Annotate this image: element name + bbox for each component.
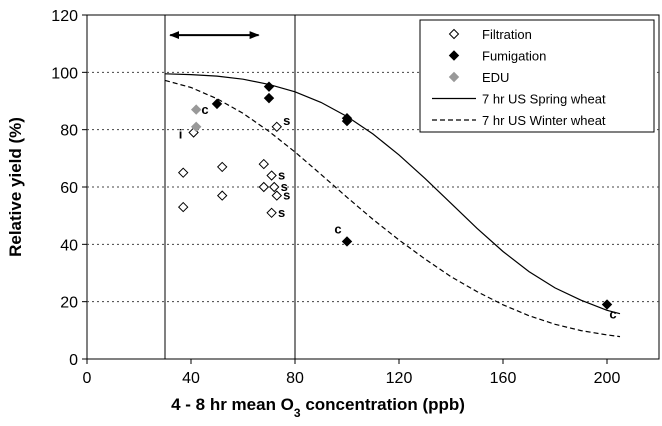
legend-label: 7 hr US Winter wheat — [482, 113, 606, 128]
y-tick-label: 40 — [60, 237, 78, 254]
point-annotation: c — [609, 307, 616, 322]
y-tick-label: 60 — [60, 180, 78, 197]
y-tick-label: 20 — [60, 295, 78, 312]
y-tick-label: 120 — [51, 8, 78, 25]
x-tick-label: 160 — [490, 370, 517, 387]
data-point-fumigation — [263, 92, 275, 104]
legend-box — [419, 19, 655, 133]
legend-label: 7 hr US Spring wheat — [482, 92, 606, 107]
legend-label: EDU — [482, 70, 509, 85]
point-annotation: s — [283, 188, 290, 203]
series-line-7-hr-us-spring-wheat — [164, 73, 621, 315]
point-annotation: i — [179, 127, 183, 142]
data-point-fumigation — [211, 98, 223, 110]
data-point-filtration — [177, 167, 189, 178]
data-point-fumigation — [601, 299, 613, 310]
data-point-fumigation — [263, 81, 275, 92]
point-annotation: s — [283, 113, 290, 128]
point-annotation: s — [278, 168, 285, 183]
data-point-filtration — [271, 190, 283, 201]
data-point-fumigation — [341, 236, 353, 247]
point-annotation: c — [334, 221, 341, 236]
y-axis-title: Relative yield (%) — [6, 117, 25, 257]
data-point-filtration — [258, 181, 270, 193]
data-point-filtration — [216, 161, 228, 173]
point-annotation: s — [278, 205, 285, 220]
point-annotation: c — [201, 102, 208, 117]
y-tick-label: 100 — [51, 65, 78, 82]
data-point-filtration — [266, 170, 277, 181]
data-point-edu — [190, 104, 202, 115]
data-point-filtration — [266, 207, 277, 219]
data-point-fumigation — [341, 115, 353, 127]
y-tick-label: 80 — [60, 123, 78, 140]
legend-label: Fumigation — [482, 49, 546, 64]
legend-label: Filtration — [482, 27, 532, 42]
x-tick-label: 200 — [594, 370, 621, 387]
legend-marker — [448, 28, 460, 40]
data-point-filtration — [268, 181, 280, 193]
x-tick-label: 40 — [182, 370, 200, 387]
data-point-filtration — [258, 158, 270, 170]
data-point-filtration — [177, 201, 189, 213]
series-line-7-hr-us-winter-wheat — [164, 79, 621, 338]
data-point-filtration — [216, 190, 228, 201]
data-point-edu — [190, 121, 202, 133]
legend-marker — [448, 71, 460, 83]
x-tick-label: 0 — [83, 370, 92, 387]
data-point-filtration — [271, 121, 283, 133]
x-tick-label: 80 — [286, 370, 304, 387]
legend-marker — [448, 50, 460, 61]
y-tick-label: 0 — [69, 352, 78, 369]
x-axis-title: 4 - 8 hr mean O3 concentration (ppb) — [171, 395, 465, 420]
x-tick-label: 120 — [386, 370, 413, 387]
point-annotation: s — [281, 179, 288, 194]
